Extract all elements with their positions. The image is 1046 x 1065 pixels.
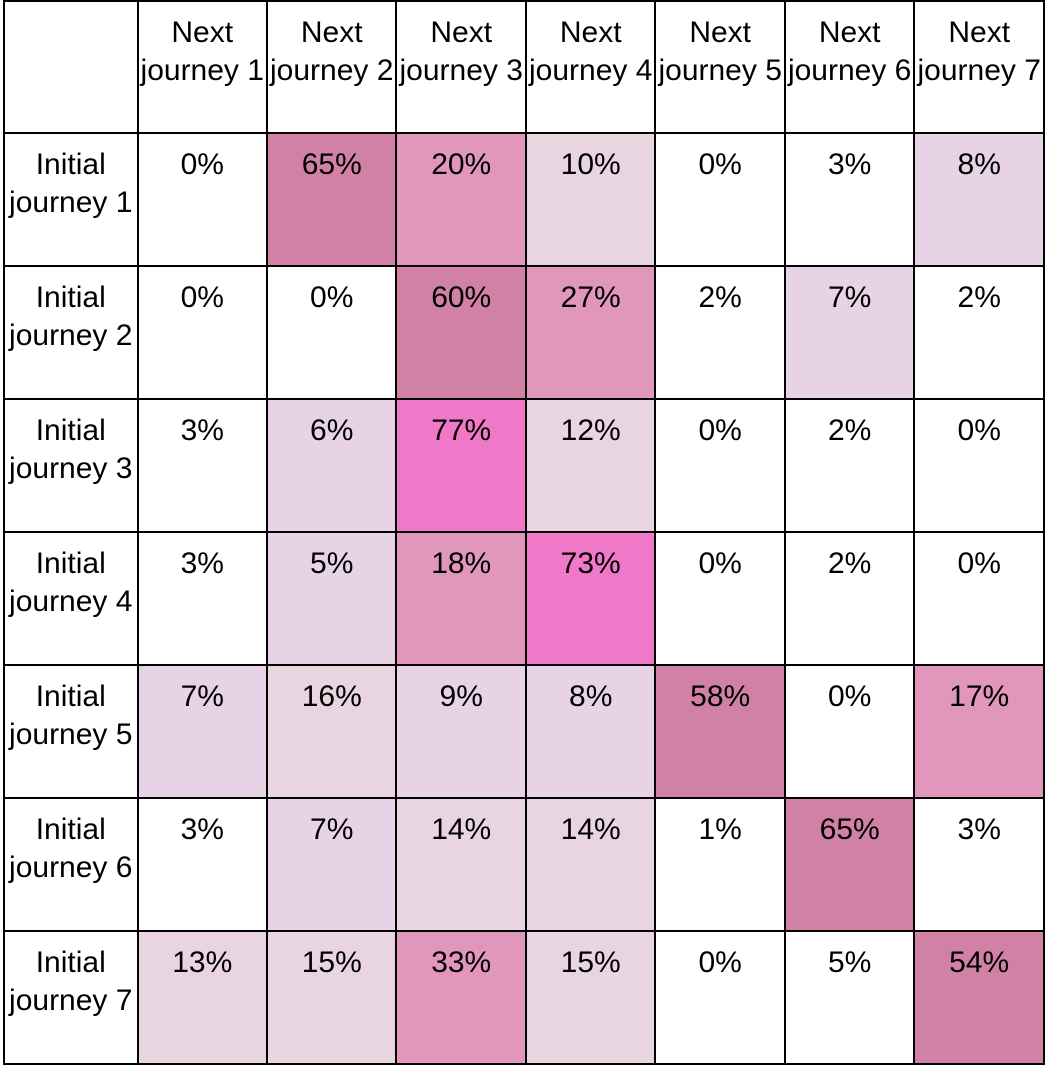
heatmap-cell-4-2: 5%: [265, 531, 398, 666]
heatmap-cell-7-3: 33%: [395, 930, 527, 1065]
heatmap-cell-4-5: 0%: [654, 531, 786, 666]
heatmap-cell-5-7: 17%: [913, 664, 1045, 799]
heatmap-cell-3-2: 6%: [265, 398, 398, 533]
heatmap-cell-5-2: 16%: [265, 664, 398, 799]
heatmap-cell-2-2: 0%: [265, 265, 398, 400]
heatmap-cell-6-4: 14%: [524, 797, 657, 932]
column-header-3: Next journey 3: [395, 0, 527, 134]
column-header-7: Next journey 7: [913, 0, 1045, 134]
heatmap-cell-1-7: 8%: [913, 132, 1045, 267]
heatmap-cell-7-7: 54%: [913, 930, 1045, 1065]
heatmap-cell-4-7: 0%: [913, 531, 1045, 666]
row-header-1: Initial journey 1: [3, 132, 139, 267]
heatmap-cell-6-7: 3%: [913, 797, 1045, 932]
row-header-7: Initial journey 7: [3, 930, 139, 1065]
heatmap-cell-3-7: 0%: [913, 398, 1045, 533]
heatmap-cell-4-1: 3%: [136, 531, 268, 666]
heatmap-cell-6-6: 65%: [783, 797, 916, 932]
heatmap-cell-7-4: 15%: [524, 930, 657, 1065]
heatmap-cell-5-6: 0%: [783, 664, 916, 799]
heatmap-cell-3-5: 0%: [654, 398, 786, 533]
column-header-6: Next journey 6: [783, 0, 916, 134]
header-row: Next journey 1 Next journey 2 Next journey…: [3, 0, 1045, 134]
heatmap-cell-4-4: 73%: [524, 531, 657, 666]
row-header-6: Initial journey 6: [3, 797, 139, 932]
row-header-4: Initial journey 4: [3, 531, 139, 666]
heatmap-cell-7-2: 15%: [265, 930, 398, 1065]
heatmap-cell-2-5: 2%: [654, 265, 786, 400]
heatmap-cell-2-4: 27%: [524, 265, 657, 400]
column-header-1: Next journey 1: [136, 0, 268, 134]
heatmap-cell-6-3: 14%: [395, 797, 527, 932]
heatmap-row-4: Initial journey 4 3% 5% 18% 73% 0% 2% 0%: [3, 531, 1045, 666]
heatmap-cell-3-6: 2%: [783, 398, 916, 533]
heatmap-row-1: Initial journey 1 0% 65% 20% 10% 0% 3% 8%: [3, 132, 1045, 267]
heatmap-cell-2-6: 7%: [783, 265, 916, 400]
heatmap-cell-1-3: 20%: [395, 132, 527, 267]
heatmap-cell-1-4: 10%: [524, 132, 657, 267]
heatmap-cell-4-3: 18%: [395, 531, 527, 666]
row-header-3: Initial journey 3: [3, 398, 139, 533]
heatmap-cell-3-1: 3%: [136, 398, 268, 533]
heatmap-row-5: Initial journey 5 7% 16% 9% 8% 58% 0% 17%: [3, 664, 1045, 799]
column-header-2: Next journey 2: [265, 0, 398, 134]
heatmap-cell-2-7: 2%: [913, 265, 1045, 400]
heatmap-cell-1-1: 0%: [136, 132, 268, 267]
heatmap-cell-3-3: 77%: [395, 398, 527, 533]
row-header-2: Initial journey 2: [3, 265, 139, 400]
heatmap-cell-2-1: 0%: [136, 265, 268, 400]
row-header-5: Initial journey 5: [3, 664, 139, 799]
heatmap-cell-6-5: 1%: [654, 797, 786, 932]
heatmap-cell-6-2: 7%: [265, 797, 398, 932]
heatmap-cell-5-3: 9%: [395, 664, 527, 799]
heatmap-row-6: Initial journey 6 3% 7% 14% 14% 1% 65% 3%: [3, 797, 1045, 932]
heatmap-cell-7-5: 0%: [654, 930, 786, 1065]
heatmap-cell-6-1: 3%: [136, 797, 268, 932]
heatmap-cell-3-4: 12%: [524, 398, 657, 533]
heatmap-row-3: Initial journey 3 3% 6% 77% 12% 0% 2% 0%: [3, 398, 1045, 533]
heatmap-cell-1-5: 0%: [654, 132, 786, 267]
heatmap-cell-5-4: 8%: [524, 664, 657, 799]
column-header-4: Next journey 4: [524, 0, 657, 134]
heatmap-cell-5-1: 7%: [136, 664, 268, 799]
heatmap-cell-2-3: 60%: [395, 265, 527, 400]
heatmap-body: Initial journey 1 0% 65% 20% 10% 0% 3% 8% Initia…: [3, 132, 1045, 1065]
heatmap-table: Next journey 1 Next journey 2 Next journey…: [3, 0, 1045, 1065]
heatmap-cell-1-2: 65%: [265, 132, 398, 267]
corner-cell: [3, 0, 139, 134]
heatmap-row-2: Initial journey 2 0% 0% 60% 27% 2% 7% 2%: [3, 265, 1045, 400]
heatmap-cell-4-6: 2%: [783, 531, 916, 666]
heatmap-cell-5-5: 58%: [654, 664, 786, 799]
heatmap-cell-7-1: 13%: [136, 930, 268, 1065]
heatmap-cell-1-6: 3%: [783, 132, 916, 267]
heatmap-cell-7-6: 5%: [783, 930, 916, 1065]
heatmap-row-7: Initial journey 7 13% 15% 33% 15% 0% 5% 54%: [3, 930, 1045, 1065]
column-header-5: Next journey 5: [654, 0, 786, 134]
